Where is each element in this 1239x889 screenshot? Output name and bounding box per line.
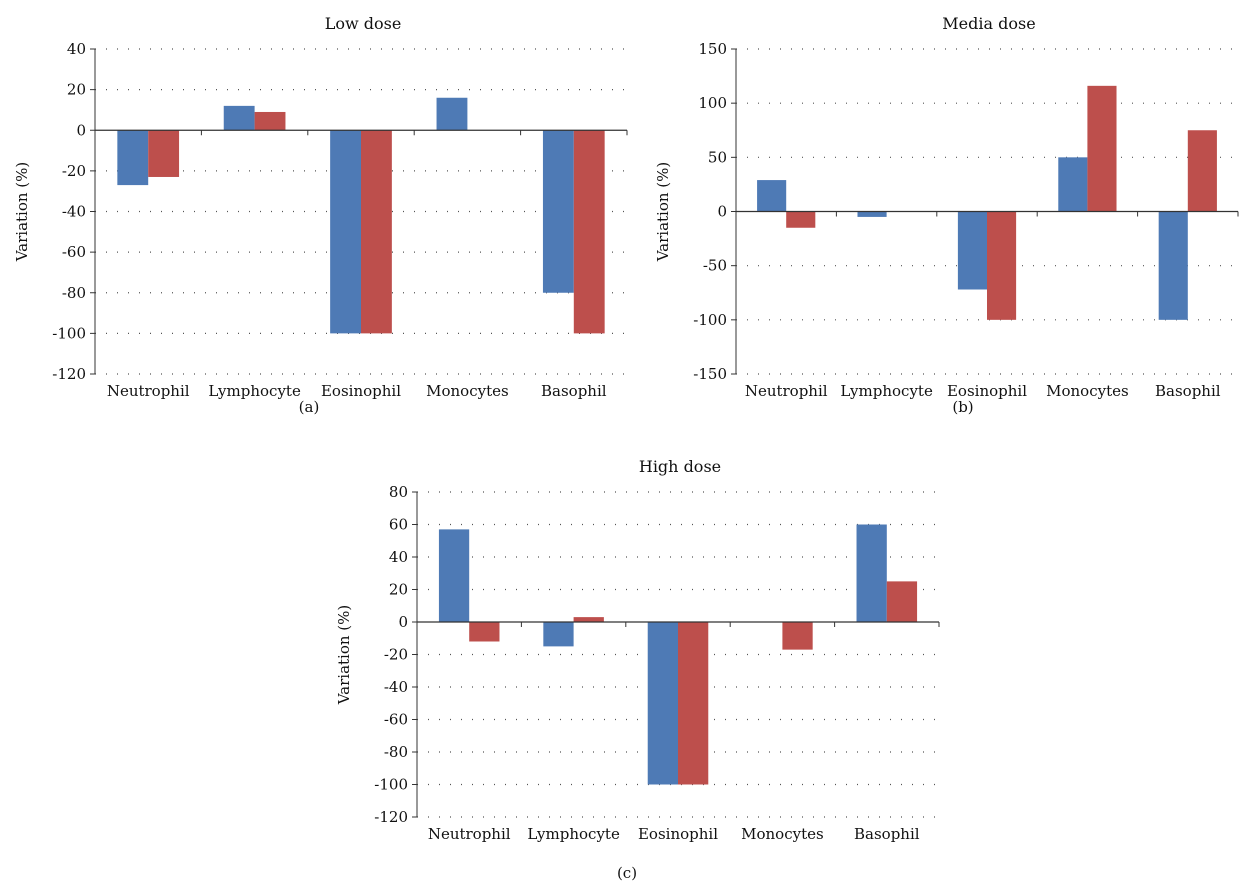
y-tick-label: -100: [52, 324, 86, 342]
y-tick-label: -20: [384, 646, 408, 664]
bar: [1158, 211, 1188, 320]
bar: [223, 105, 255, 131]
category-label: Lymphocyte: [840, 382, 933, 400]
y-tick-label: -100: [693, 311, 727, 329]
y-tick-label: 40: [389, 548, 408, 566]
chart-panel-b: 150 100 50 0 -50 -100 -150 Neutrophil Lymphocyte…: [620, 0, 1239, 400]
category-label: Monocytes: [1046, 382, 1129, 400]
y-tick-label: 20: [389, 581, 408, 599]
category-label: Eosinophil: [321, 382, 401, 400]
y-axis-label: Variation (%): [13, 162, 31, 263]
y-tick-label: 0: [398, 613, 408, 631]
bar: [678, 622, 709, 785]
y-tick-label: -60: [62, 243, 86, 261]
bar: [573, 130, 605, 334]
y-tick-label: -150: [693, 365, 727, 383]
category-label: Neutrophil: [107, 382, 190, 400]
bar: [856, 524, 887, 622]
y-tick-label: -80: [62, 284, 86, 302]
bar: [647, 622, 678, 785]
y-axis-label: Variation (%): [335, 605, 353, 706]
bar: [1087, 85, 1117, 212]
bar: [148, 130, 180, 177]
y-tick-label: 60: [389, 516, 408, 534]
bar: [542, 130, 574, 293]
y-tick-label: -50: [703, 257, 727, 275]
bar: [1187, 130, 1217, 212]
chart-title: High dose: [639, 457, 721, 476]
y-tick-label: 50: [708, 148, 727, 166]
bar: [957, 211, 987, 290]
chart-low-dose: 40 20 0 -20 -40 -60 -80 -100 -120 Neutrophil Lymph…: [13, 14, 628, 400]
chart-panel-a: 40 20 0 -20 -40 -60 -80 -100 -120 Neutrophil Lymph…: [0, 0, 628, 400]
caption-a: (a): [298, 398, 320, 416]
category-label: Neutrophil: [428, 825, 511, 843]
category-label: Lymphocyte: [208, 382, 301, 400]
y-tick-label: -40: [384, 678, 408, 696]
y-tick-label: 0: [717, 203, 727, 221]
y-tick-label: -40: [62, 203, 86, 221]
y-tick-label: -120: [374, 808, 408, 826]
bar: [436, 97, 468, 131]
bar: [857, 211, 887, 217]
category-label: Monocytes: [426, 382, 509, 400]
y-tick-label: 150: [698, 40, 727, 58]
y-tick-label: -20: [62, 162, 86, 180]
y-tick-label: -60: [384, 711, 408, 729]
caption-b: (b): [952, 398, 974, 416]
bar: [361, 130, 392, 334]
bar: [782, 622, 813, 650]
y-tick-label: 0: [76, 121, 86, 139]
y-tick-label: 80: [389, 483, 408, 501]
bar: [1058, 157, 1088, 212]
category-label: Neutrophil: [745, 382, 828, 400]
bar: [786, 211, 816, 228]
y-tick-label: -120: [52, 365, 86, 383]
bar: [469, 622, 500, 642]
category-label: Eosinophil: [638, 825, 718, 843]
chart-media-dose: 150 100 50 0 -50 -100 -150 Neutrophil Lymphocyte…: [654, 14, 1239, 400]
bar: [757, 180, 787, 212]
chart-title: Media dose: [942, 14, 1035, 33]
category-label: Basophil: [854, 825, 920, 843]
category-label: Basophil: [541, 382, 607, 400]
category-label: Lymphocyte: [527, 825, 620, 843]
chart-title: Low dose: [325, 14, 402, 33]
caption-c: (c): [616, 864, 638, 882]
category-label: Basophil: [1155, 382, 1221, 400]
y-tick-label: 40: [67, 40, 86, 58]
chart-high-dose: 80 60 40 20 0 -20 -40 -60 -80 -100 -120 Neutrophil L…: [335, 457, 940, 843]
category-label: Monocytes: [741, 825, 824, 843]
bar: [573, 617, 604, 622]
bar: [117, 130, 149, 186]
y-tick-label: 20: [67, 81, 86, 99]
y-tick-label: -100: [374, 776, 408, 794]
bar: [543, 622, 574, 647]
y-axis-label: Variation (%): [654, 162, 672, 263]
bar: [438, 529, 470, 622]
bar: [254, 111, 286, 131]
bar: [330, 130, 361, 334]
chart-panel-c: 80 60 40 20 0 -20 -40 -60 -80 -100 -120 Neutrophil L…: [300, 440, 960, 843]
y-tick-label: 100: [698, 94, 727, 112]
bar: [987, 211, 1017, 320]
bar: [886, 581, 918, 622]
category-label: Eosinophil: [947, 382, 1027, 400]
y-tick-label: -80: [384, 743, 408, 761]
